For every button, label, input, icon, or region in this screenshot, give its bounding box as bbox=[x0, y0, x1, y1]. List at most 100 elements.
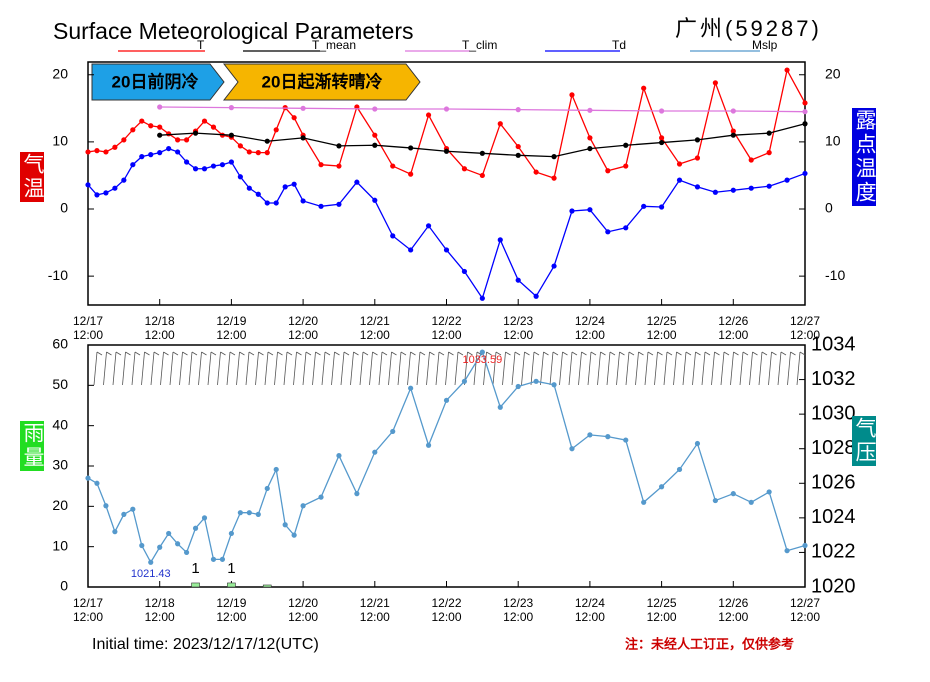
point bbox=[408, 385, 414, 391]
rain-bar bbox=[262, 584, 272, 588]
y2-axis-label: 露点温度 bbox=[852, 108, 876, 206]
wind-barb bbox=[533, 351, 540, 356]
wind-barb bbox=[388, 351, 392, 386]
wind-barb bbox=[324, 351, 331, 356]
wind-barb bbox=[581, 351, 587, 356]
wind-barb bbox=[312, 351, 316, 386]
wind-barb bbox=[198, 351, 202, 386]
wind-barb bbox=[514, 351, 521, 356]
point bbox=[201, 118, 208, 124]
wind-barb bbox=[407, 351, 411, 386]
banner-text: 20日起渐转晴冷 bbox=[262, 71, 383, 91]
point bbox=[551, 263, 557, 269]
point bbox=[569, 446, 575, 452]
point bbox=[802, 542, 808, 549]
point bbox=[291, 115, 297, 121]
point bbox=[390, 163, 396, 169]
point bbox=[479, 295, 485, 301]
station: 广州(59287) bbox=[675, 16, 822, 41]
wind-barb bbox=[400, 351, 407, 356]
point bbox=[676, 177, 683, 183]
point bbox=[85, 182, 91, 188]
wind-barb bbox=[169, 351, 174, 386]
point bbox=[730, 108, 736, 114]
wind-barb bbox=[704, 351, 711, 356]
y-tick-label: 0 bbox=[60, 578, 68, 594]
point bbox=[372, 142, 378, 148]
wind-barb bbox=[122, 351, 126, 386]
y2-tick-label: 0 bbox=[825, 200, 833, 216]
point bbox=[676, 161, 683, 167]
x-tick-label: 12/19 12:00 bbox=[216, 596, 247, 624]
point bbox=[533, 378, 539, 384]
wind-barb bbox=[372, 351, 378, 356]
wind-barb bbox=[654, 351, 658, 386]
wind-barb bbox=[606, 351, 611, 386]
wind-barb bbox=[207, 351, 212, 386]
wind-barb bbox=[96, 351, 103, 356]
wind-barb bbox=[742, 351, 749, 356]
point bbox=[255, 511, 261, 517]
y-tick-label: 40 bbox=[52, 416, 68, 432]
point bbox=[175, 541, 181, 547]
point bbox=[336, 453, 342, 459]
wind-barb bbox=[163, 351, 169, 356]
x-tick-label: 12/25 12:00 bbox=[646, 314, 677, 342]
point bbox=[183, 137, 190, 143]
wind-barb bbox=[274, 351, 278, 386]
point bbox=[802, 100, 808, 106]
point bbox=[479, 150, 485, 156]
wind-barb bbox=[454, 351, 459, 386]
wind-barb bbox=[540, 351, 544, 386]
wind-barb bbox=[777, 351, 782, 386]
point bbox=[157, 104, 163, 110]
wind-barb bbox=[448, 351, 454, 356]
rain-bar bbox=[191, 582, 200, 588]
point bbox=[210, 124, 217, 130]
point bbox=[443, 106, 450, 112]
wind-barb bbox=[578, 351, 582, 386]
wind-barb bbox=[543, 351, 549, 356]
point bbox=[103, 149, 109, 155]
point bbox=[264, 485, 270, 492]
point bbox=[157, 124, 163, 130]
wind-barb bbox=[619, 351, 625, 356]
wind-barb bbox=[771, 351, 777, 356]
wind-barb bbox=[277, 351, 283, 356]
point bbox=[479, 349, 485, 355]
point bbox=[659, 135, 665, 141]
wind-barb bbox=[217, 351, 221, 386]
point bbox=[784, 67, 790, 73]
wind-barb bbox=[597, 351, 601, 386]
point bbox=[246, 185, 252, 191]
point bbox=[291, 181, 297, 187]
point bbox=[112, 185, 118, 191]
point bbox=[730, 128, 736, 134]
wind-barb bbox=[210, 351, 217, 356]
point bbox=[130, 127, 136, 133]
y2-tick-label: 1032 bbox=[811, 368, 856, 390]
wind-barb bbox=[201, 351, 207, 356]
plot-frame bbox=[87, 344, 806, 588]
wind-barb bbox=[673, 351, 677, 386]
wind-barb bbox=[283, 351, 288, 386]
banner-shape bbox=[91, 63, 225, 101]
wind-barb bbox=[188, 351, 193, 386]
wind-barb bbox=[429, 351, 435, 356]
wind-barb bbox=[666, 351, 673, 356]
point bbox=[94, 192, 100, 198]
point bbox=[623, 163, 629, 169]
wind-barb bbox=[112, 351, 117, 386]
point bbox=[201, 166, 208, 172]
wind-barb bbox=[657, 351, 663, 356]
point bbox=[183, 159, 190, 165]
y-axis-label: 气温 bbox=[20, 152, 44, 202]
point bbox=[228, 159, 234, 165]
point bbox=[228, 105, 234, 111]
point bbox=[264, 200, 270, 206]
point bbox=[408, 247, 414, 253]
y2-tick-label: -10 bbox=[825, 267, 845, 283]
point bbox=[551, 382, 557, 388]
point bbox=[659, 108, 665, 114]
point bbox=[390, 233, 396, 239]
